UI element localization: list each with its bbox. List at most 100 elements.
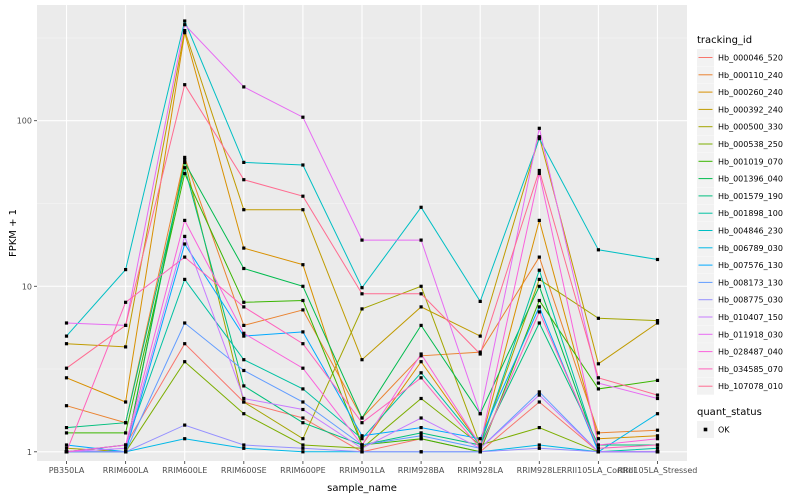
x-tick-label: RRIM600LA [103, 466, 149, 475]
data-point [183, 23, 187, 27]
legend-items: Hb_000046_520 Hb_000110_240 Hb_000260_240 H… [697, 49, 783, 395]
data-point [596, 376, 600, 380]
data-point [242, 300, 246, 304]
data-point [419, 292, 423, 296]
x-tick-label: RRIM928BA [398, 466, 445, 475]
data-point [242, 208, 246, 212]
data-point [419, 434, 423, 438]
data-point [596, 437, 600, 441]
data-point [596, 431, 600, 435]
data-point [419, 352, 423, 356]
data-point [124, 446, 128, 450]
data-point [655, 412, 660, 416]
data-point [655, 434, 660, 438]
data-point [537, 284, 541, 288]
legend-label: Hb_001579_190 [718, 192, 783, 201]
data-point [183, 31, 187, 35]
data-point [183, 158, 187, 162]
data-point [242, 400, 246, 404]
legend-label: Hb_028487_040 [718, 348, 783, 357]
data-point [301, 308, 305, 312]
data-point [242, 266, 246, 271]
data-point [301, 446, 305, 450]
data-point [360, 286, 364, 290]
legend-label: Hb_034585_070 [718, 365, 783, 374]
legend-label: Hb_000110_240 [718, 71, 783, 80]
data-point [655, 396, 660, 401]
legend-label: Hb_000260_240 [718, 88, 783, 97]
data-point [478, 437, 482, 441]
data-point [242, 412, 246, 416]
data-point [360, 450, 364, 454]
x-tick-label: RRIM928LA [457, 466, 503, 475]
data-point [360, 437, 364, 441]
data-point [124, 443, 128, 447]
data-point [360, 238, 364, 242]
data-point [183, 83, 187, 87]
data-point [64, 450, 69, 454]
data-point [183, 19, 187, 23]
data-point [124, 268, 128, 272]
data-point [596, 381, 600, 385]
data-point [655, 446, 660, 450]
data-point [183, 155, 187, 159]
data-point [537, 255, 541, 259]
legend-color-title: tracking_id [697, 35, 752, 46]
data-point [242, 85, 246, 89]
data-point [537, 321, 541, 325]
data-point [655, 450, 660, 454]
data-point [419, 396, 423, 401]
data-point [537, 137, 541, 141]
data-point [537, 305, 541, 309]
legend-label: Hb_001898_100 [718, 209, 783, 218]
data-point [360, 307, 364, 311]
legend-shape-title: quant_status [697, 407, 762, 418]
x-axis-title: sample_name [327, 483, 397, 494]
data-point [124, 421, 128, 425]
data-point [242, 443, 246, 447]
data-point [360, 443, 364, 447]
data-point [360, 416, 364, 420]
data-point [242, 305, 246, 309]
data-point [537, 277, 541, 281]
data-point [537, 171, 541, 176]
data-point [242, 160, 246, 164]
x-tick-label: RRIM901LA [339, 466, 385, 475]
data-point [301, 284, 305, 288]
data-point [301, 421, 305, 425]
x-tick-label: RRIM600LE [162, 466, 207, 475]
data-point [242, 246, 246, 250]
data-point [419, 450, 423, 454]
data-point [183, 218, 187, 222]
legend: tracking_id Hb_000046_520Hb_000110_240Hb… [697, 35, 783, 438]
y-axis-title: FPKM + 1 [8, 209, 19, 257]
data-point [655, 378, 660, 382]
data-point [301, 407, 305, 412]
data-point [655, 428, 660, 432]
data-point [301, 387, 305, 391]
legend-label: Hb_008173_130 [718, 278, 783, 287]
data-point [360, 421, 364, 425]
legend-label: Hb_011918_030 [718, 330, 783, 339]
data-point [301, 366, 305, 370]
data-point [419, 416, 423, 420]
data-point [655, 319, 660, 323]
data-point [301, 443, 305, 447]
x-tick-label: RRIM928LE [517, 466, 562, 475]
data-point [64, 404, 69, 408]
data-point [301, 437, 305, 441]
data-point [183, 242, 187, 246]
data-point [596, 450, 600, 454]
data-point [183, 171, 187, 176]
data-point [596, 443, 600, 447]
legend-label: Hb_008775_030 [718, 296, 783, 305]
data-point [301, 416, 305, 420]
x-tick-label: RRII105LA_Stressed [618, 466, 698, 475]
data-point [596, 387, 600, 391]
series-points [64, 19, 660, 454]
data-point [478, 299, 482, 303]
data-point [419, 238, 423, 242]
data-point [183, 29, 187, 33]
data-point [183, 255, 187, 259]
